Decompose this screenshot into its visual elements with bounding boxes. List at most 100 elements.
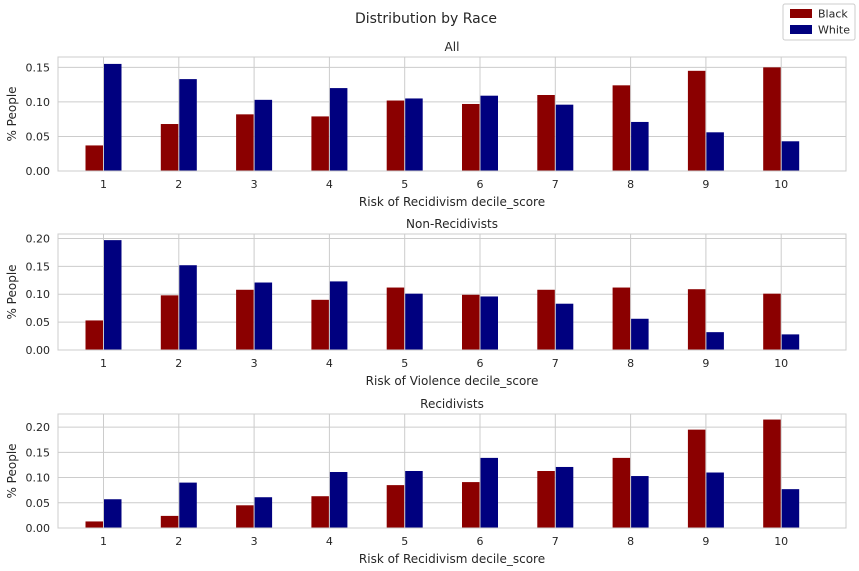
- bar-white-5: [405, 471, 423, 528]
- bar-black-2: [160, 515, 179, 528]
- x-axis-label: Risk of Recidivism decile_score: [359, 195, 545, 209]
- bar-black-1: [85, 145, 103, 171]
- y-tick-label: 0.05: [26, 497, 51, 510]
- bar-black-6: [462, 482, 480, 528]
- bar-black-2: [160, 124, 179, 171]
- x-axis-label: Risk of Recidivism decile_score: [359, 552, 545, 566]
- bar-white-3: [254, 282, 273, 350]
- axes-frame: [57, 233, 847, 351]
- bar-black-1: [85, 320, 103, 350]
- x-tick-label: 5: [401, 178, 408, 191]
- x-tick-label: 6: [477, 535, 484, 548]
- bar-white-10: [781, 489, 800, 528]
- bar-white-1: [104, 240, 122, 350]
- legend-swatch-white: [790, 25, 812, 34]
- bar-black-7: [537, 95, 555, 171]
- x-tick-label: 2: [175, 535, 182, 548]
- x-tick-label: 3: [251, 535, 258, 548]
- y-tick-label: 0.20: [26, 421, 51, 434]
- x-tick-label: 4: [326, 535, 333, 548]
- x-tick-label: 7: [552, 178, 559, 191]
- bar-white-8: [631, 121, 649, 171]
- y-tick-label: 0.15: [26, 260, 51, 273]
- x-tick-label: 10: [774, 535, 788, 548]
- legend: Black White: [782, 3, 856, 41]
- bar-black-4: [311, 496, 329, 528]
- bar-white-10: [781, 141, 800, 171]
- y-tick-label: 0.10: [26, 288, 51, 301]
- bar-white-2: [179, 79, 197, 171]
- bar-white-8: [631, 476, 649, 528]
- bar-white-2: [179, 482, 197, 528]
- bar-black-8: [612, 85, 631, 171]
- bar-black-10: [763, 293, 781, 350]
- bar-white-2: [179, 265, 197, 350]
- x-tick-label: 10: [774, 357, 788, 370]
- x-tick-label: 4: [326, 178, 333, 191]
- bar-black-6: [462, 103, 480, 171]
- x-tick-label: 5: [401, 535, 408, 548]
- bar-black-3: [236, 289, 254, 350]
- x-tick-label: 9: [702, 535, 709, 548]
- bar-white-7: [555, 104, 574, 171]
- x-tick-label: 10: [774, 178, 788, 191]
- x-tick-label: 3: [251, 178, 258, 191]
- panel-title: Non-Recidivists: [406, 217, 498, 231]
- x-tick-label: 2: [175, 357, 182, 370]
- panel-3: 0.00 0.05 0.10 0.15 0.20 1 2 3 4 5 6 7 8 9 10 Recidivis…: [5, 397, 847, 566]
- x-tick-label: 9: [702, 178, 709, 191]
- bar-black-4: [311, 299, 329, 350]
- bar-white-6: [480, 95, 498, 171]
- bar-white-3: [254, 497, 273, 528]
- bar-black-10: [763, 419, 781, 528]
- y-axis-label: % People: [5, 443, 19, 498]
- x-tick-label: 1: [100, 535, 107, 548]
- bar-white-4: [329, 472, 348, 528]
- bar-black-9: [687, 289, 706, 350]
- legend-label-black: Black: [818, 8, 848, 21]
- x-tick-label: 2: [175, 178, 182, 191]
- bar-black-6: [462, 294, 480, 350]
- x-tick-label: 9: [702, 357, 709, 370]
- bar-black-8: [612, 287, 631, 350]
- x-tick-label: 3: [251, 357, 258, 370]
- y-tick-label: 0.10: [26, 472, 51, 485]
- x-tick-label: 8: [627, 357, 634, 370]
- bar-white-8: [631, 318, 649, 350]
- bar-white-5: [405, 293, 423, 350]
- bar-black-5: [386, 100, 405, 171]
- axes-frame: [57, 56, 847, 172]
- bar-white-9: [706, 132, 724, 171]
- bar-white-6: [480, 457, 498, 528]
- bar-white-4: [329, 281, 348, 350]
- bar-black-5: [386, 287, 405, 350]
- panel-title: Recidivists: [420, 397, 484, 411]
- bar-black-9: [687, 429, 706, 528]
- bar-white-6: [480, 296, 498, 350]
- axes-frame: [57, 413, 847, 529]
- y-tick-label: 0.20: [26, 232, 51, 245]
- y-tick-label: 0.05: [26, 316, 51, 329]
- x-tick-label: 5: [401, 357, 408, 370]
- bar-black-7: [537, 289, 555, 350]
- bar-white-7: [555, 466, 574, 528]
- bar-black-4: [311, 116, 329, 171]
- bar-white-10: [781, 334, 800, 350]
- chart-suptitle: Distribution by Race: [355, 11, 497, 27]
- y-tick-label: 0.00: [26, 522, 51, 535]
- x-tick-label: 1: [100, 178, 107, 191]
- panel-title: All: [445, 40, 460, 54]
- bar-black-3: [236, 114, 254, 171]
- bar-white-9: [706, 472, 724, 528]
- bar-black-1: [85, 521, 103, 528]
- x-tick-label: 7: [552, 535, 559, 548]
- x-tick-label: 7: [552, 357, 559, 370]
- x-tick-label: 6: [477, 357, 484, 370]
- bar-white-4: [329, 88, 348, 171]
- y-tick-label: 0.10: [26, 96, 51, 109]
- bar-black-9: [687, 70, 706, 171]
- bar-white-5: [405, 98, 423, 171]
- y-tick-label: 0.05: [26, 130, 51, 143]
- bar-white-7: [555, 303, 574, 350]
